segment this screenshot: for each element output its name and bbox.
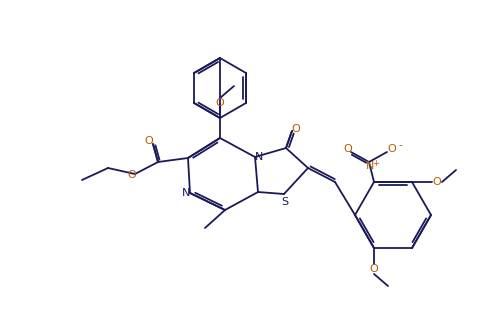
- Text: O: O: [344, 144, 352, 154]
- Text: S: S: [281, 197, 289, 207]
- Text: O: O: [145, 136, 154, 146]
- Text: O: O: [433, 177, 441, 187]
- Text: +: +: [373, 159, 380, 167]
- Text: O: O: [128, 170, 137, 180]
- Text: N: N: [255, 152, 263, 162]
- Text: -: -: [398, 140, 402, 150]
- Text: O: O: [292, 124, 300, 134]
- Text: O: O: [388, 144, 397, 154]
- Text: N: N: [182, 188, 190, 198]
- Text: O: O: [370, 264, 379, 274]
- Text: N: N: [366, 161, 374, 171]
- Text: O: O: [216, 98, 225, 108]
